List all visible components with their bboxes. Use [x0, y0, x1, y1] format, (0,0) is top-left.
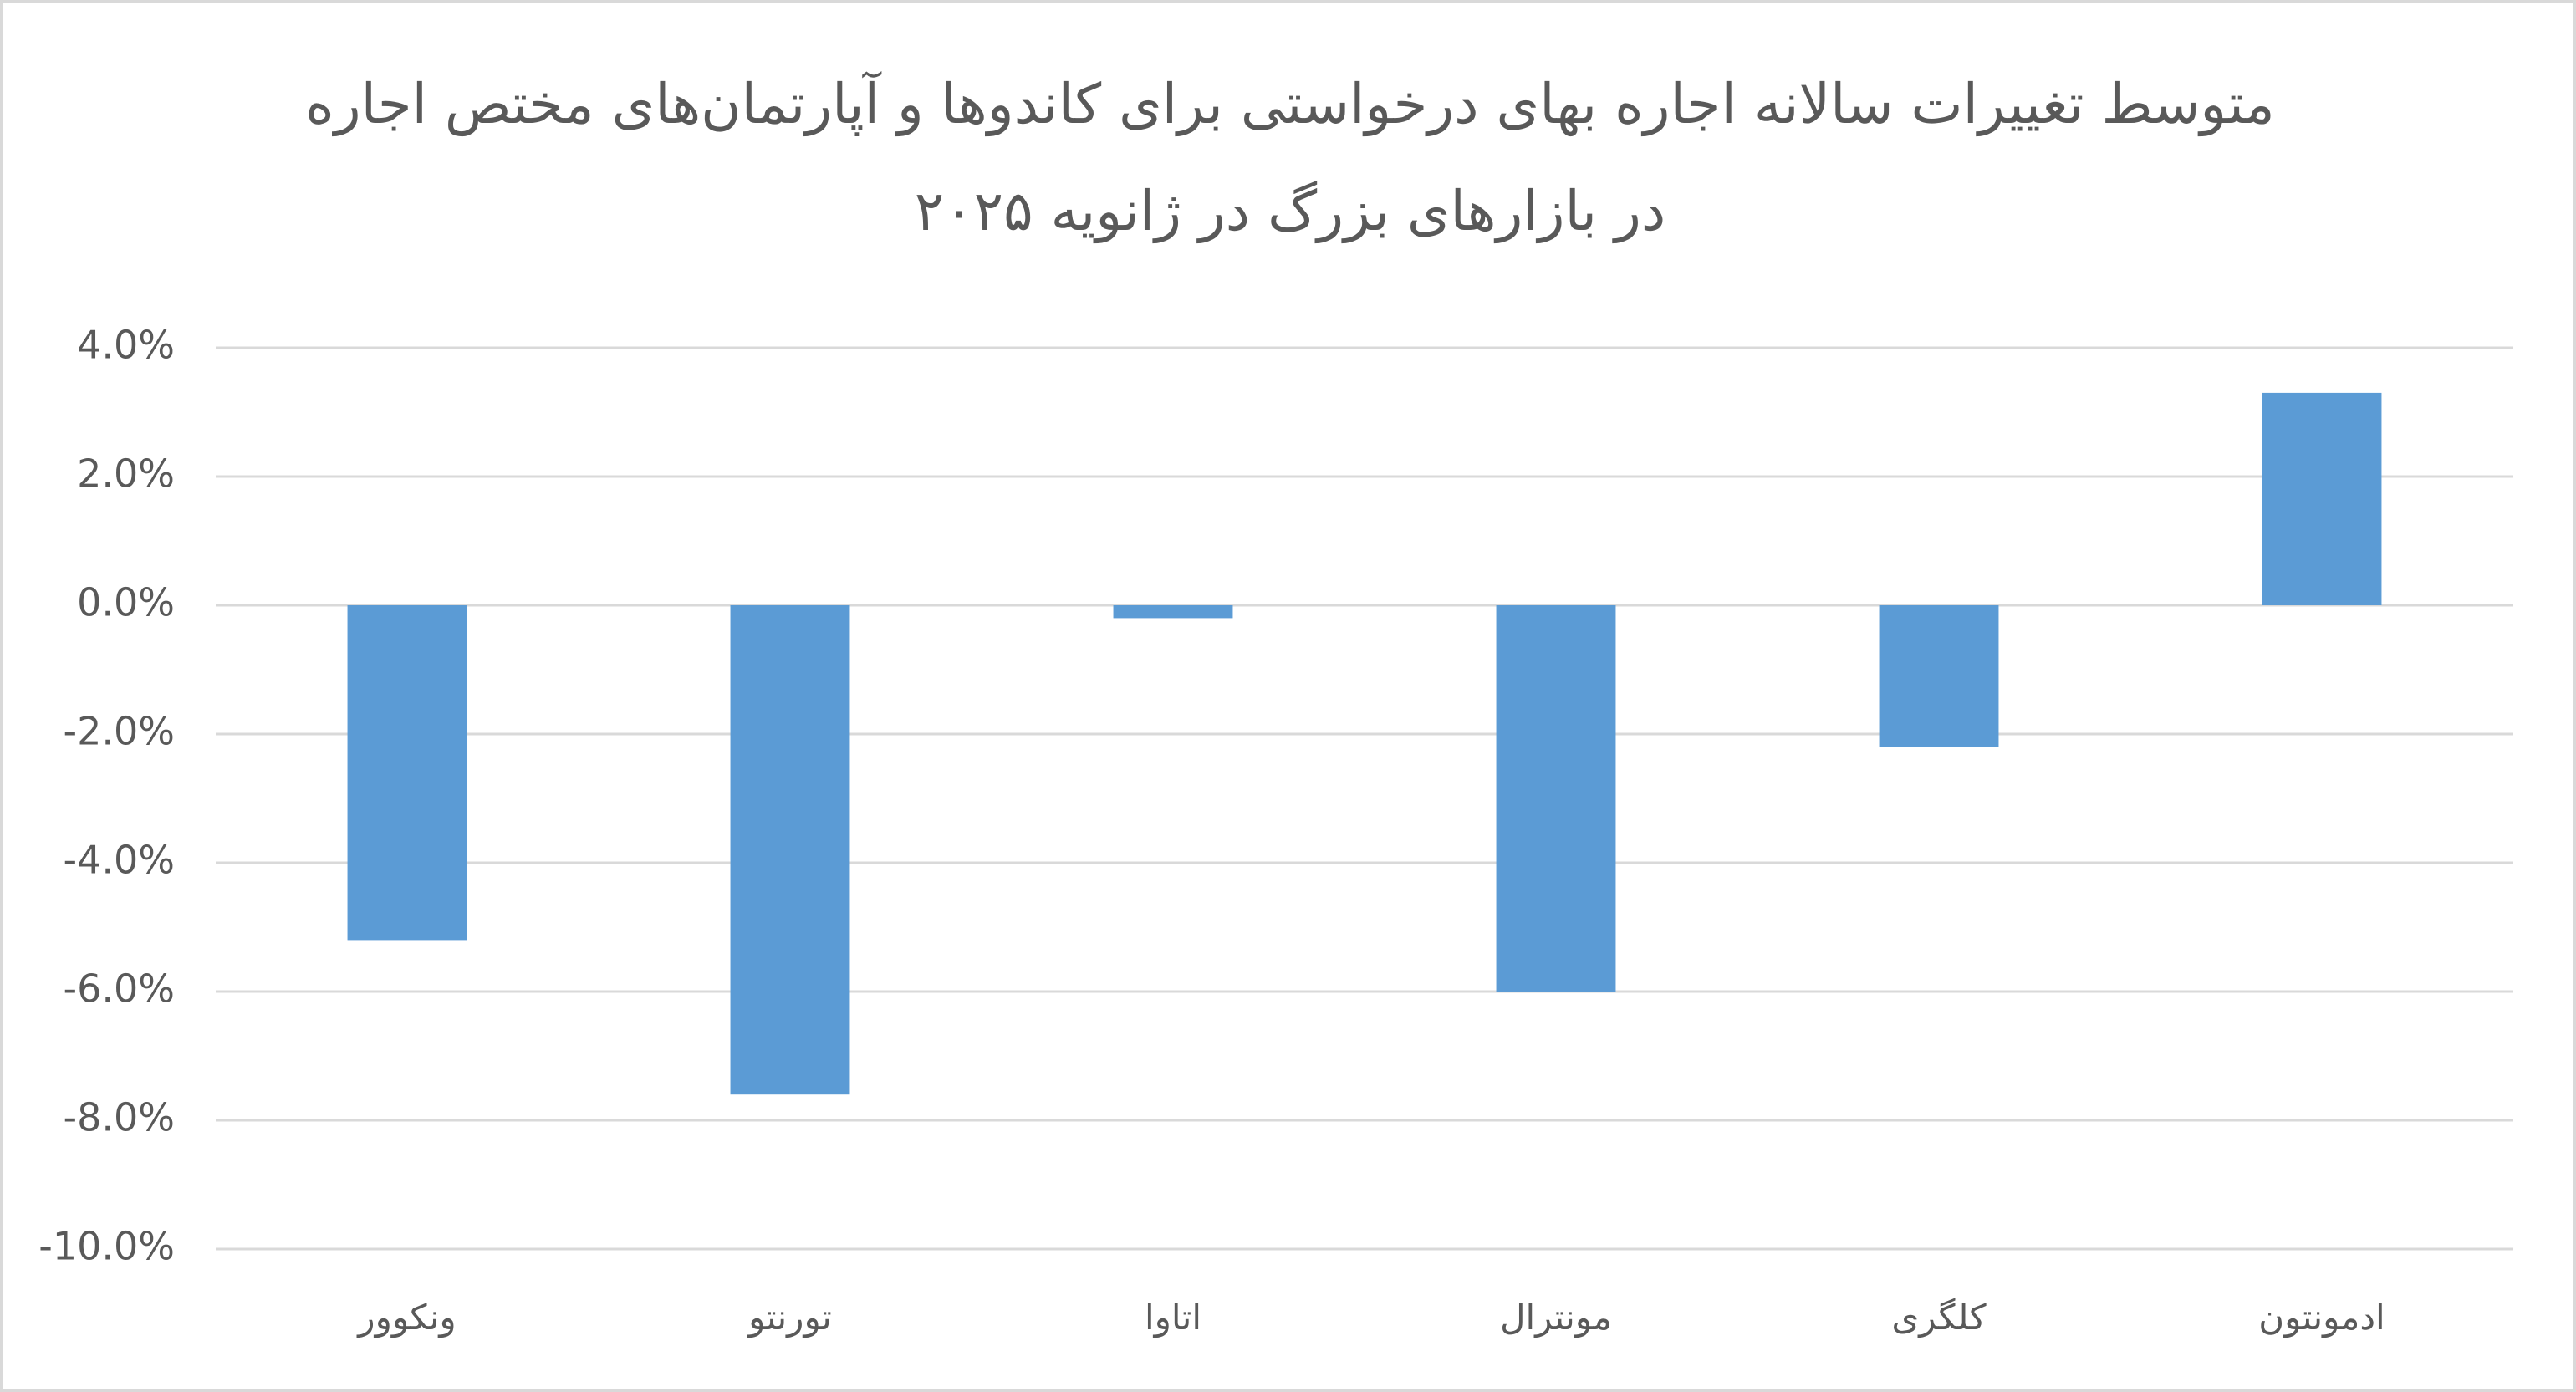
chart-title: متوسط تغییرات سالانه اجاره بهای درخواستی… — [305, 72, 2275, 243]
y-tick-label: -2.0% — [64, 709, 175, 754]
bar — [1113, 605, 1233, 619]
x-tick-label: مونترال — [1500, 1297, 1612, 1338]
y-tick-label: 0.0% — [77, 580, 175, 625]
y-tick-label: 4.0% — [77, 323, 175, 368]
bar — [1879, 605, 1999, 747]
y-tick-label: 2.0% — [77, 451, 175, 497]
x-tick-label: تورنتو — [747, 1297, 832, 1338]
bar — [730, 605, 850, 1095]
y-tick-label: -4.0% — [64, 838, 175, 883]
bar — [1496, 605, 1616, 992]
x-tick-label: کلگری — [1891, 1297, 1986, 1338]
y-tick-label: -6.0% — [64, 966, 175, 1012]
x-tick-label: ادمونتون — [2258, 1297, 2385, 1338]
x-tick-label: اتاوا — [1145, 1297, 1201, 1338]
bar — [2262, 392, 2382, 605]
x-tick-label: ونکوور — [356, 1297, 456, 1338]
y-tick-label: -8.0% — [64, 1095, 175, 1140]
chart: -10.0% -8.0% -6.0% -4.0% -2.0% 0.0% 2.0% 4.0% ون… — [38, 323, 2513, 1338]
bar — [347, 605, 467, 941]
y-tick-label: -10.0% — [38, 1224, 175, 1269]
